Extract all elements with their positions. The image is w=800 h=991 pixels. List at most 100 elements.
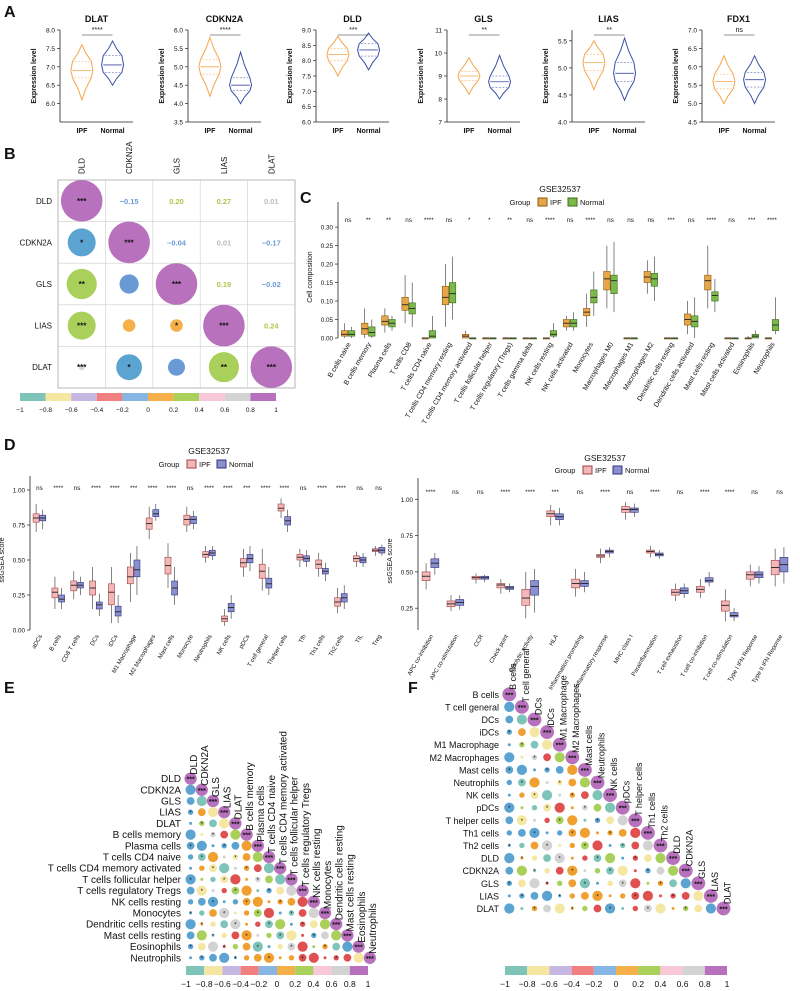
- violin-tick-label: 10: [435, 51, 443, 58]
- heat-star: ***: [593, 781, 601, 788]
- corr-col-label-gls: GLS: [173, 158, 182, 174]
- heat-circle: [529, 827, 540, 839]
- violin-ylabel: Expression level: [159, 48, 166, 103]
- heat-circle: [518, 778, 526, 787]
- heat-circle: [555, 866, 564, 875]
- colorbar-segment: [277, 966, 296, 975]
- heat-diagonal-circle: [363, 951, 376, 964]
- heat-diagonal-circle: [330, 918, 343, 931]
- heat-col-label-dlat: DLAT: [234, 795, 245, 820]
- heat-circle: [263, 952, 275, 963]
- heat-circle: [530, 791, 539, 799]
- heat-circle: [582, 905, 588, 912]
- heat-diagonal-circle: [691, 876, 706, 891]
- heat-circle: [583, 818, 587, 822]
- box-ipf: [603, 271, 611, 291]
- heat-star: *: [324, 945, 327, 951]
- colorbar-segment: [186, 966, 205, 975]
- heat-col-label-gls: GLS: [211, 777, 222, 797]
- legend-label-normal: Normal: [229, 460, 254, 469]
- colorbar-segment: [173, 393, 200, 401]
- heat-circle: [542, 890, 553, 902]
- heat-circle: [632, 905, 638, 912]
- heat-circle: [331, 930, 342, 941]
- heat-star: *: [521, 781, 524, 787]
- heat-circle: [230, 919, 241, 930]
- heat-circle: [567, 815, 578, 826]
- heat-circle: [531, 905, 538, 912]
- heat-star: ***: [187, 777, 195, 784]
- corr-value: 0.01: [264, 197, 279, 206]
- colorbar-tick: −1: [16, 407, 24, 414]
- heat-circle: [309, 920, 318, 929]
- heat-circle: [186, 841, 195, 850]
- heat-row-label-dlat: DLAT: [477, 904, 500, 914]
- heat-star: *: [313, 934, 316, 940]
- box-significance: ns: [776, 489, 783, 496]
- heat-circle: [245, 922, 249, 926]
- heat-circle: [530, 892, 539, 900]
- heat-star: ***: [310, 900, 318, 907]
- box-significance: ****: [650, 489, 660, 496]
- heat-circle: [655, 853, 666, 864]
- heat-circle: [520, 806, 524, 810]
- colorbar-tick: 0.6: [220, 407, 229, 414]
- heat-row-label-nk-cells: NK cells: [466, 791, 500, 801]
- heat-circle: [506, 779, 512, 786]
- heat-star: *: [584, 806, 587, 812]
- box-significance: **: [386, 217, 391, 224]
- colorbar-tick: 0.2: [169, 407, 178, 414]
- violin-title-lias: LIAS: [598, 14, 619, 24]
- box-significance: ****: [110, 485, 120, 492]
- heat-circle: [581, 791, 589, 799]
- heat-star: *: [290, 912, 293, 918]
- heat-col-label-mast-cells: Mast cells: [584, 725, 594, 766]
- heat-circle: [209, 819, 217, 828]
- heat-circle: [568, 778, 577, 787]
- heat-col-label-m1-macrophage: M1 Macrophage: [559, 675, 569, 740]
- heat-circle: [275, 919, 286, 930]
- heat-circle: [222, 945, 226, 949]
- box-category-monocyte: Monocyte: [177, 633, 196, 659]
- heat-star: *: [189, 878, 192, 884]
- colorbar-segment: [224, 393, 251, 401]
- colorbar-segment: [505, 966, 528, 975]
- heat-diagonal-circle: [502, 687, 517, 702]
- heat-circle: [531, 754, 538, 760]
- heat-circle: [186, 886, 195, 895]
- heat-row-label-neutrophils: Neutrophils: [130, 953, 181, 964]
- box-title: GSE32537: [188, 446, 230, 456]
- heat-diagonal-circle: [251, 839, 264, 852]
- violin-category-ipf: IPF: [76, 128, 88, 135]
- heat-circle: [630, 878, 641, 889]
- heat-star: ***: [669, 856, 677, 863]
- heat-circle: [579, 878, 591, 889]
- box-category-thelper-cells: Thelper cells: [267, 634, 289, 666]
- heat-star: *: [546, 768, 549, 774]
- heat-circle: [605, 903, 616, 914]
- colorbar-segment: [71, 393, 97, 401]
- heat-circle: [286, 885, 297, 896]
- box-category-parainflammation: Parainflammation: [631, 634, 660, 677]
- heat-circle: [544, 767, 550, 773]
- violin-category-ipf: IPF: [718, 128, 730, 135]
- violin-category-normal: Normal: [742, 128, 766, 135]
- violin-category-normal: Normal: [487, 128, 511, 135]
- heat-circle: [554, 853, 565, 864]
- heat-col-label-dld: DLD: [189, 755, 200, 775]
- heat-star: ***: [220, 810, 228, 817]
- heat-circle: [289, 922, 293, 926]
- corr-value: −0.17: [262, 238, 281, 247]
- colorbar-tick: 0.2: [289, 979, 301, 989]
- heat-diagonal-circle: [666, 851, 681, 866]
- heat-star: ***: [581, 768, 589, 775]
- heat-circle: [343, 953, 352, 962]
- heat-star: ***: [287, 877, 295, 884]
- box-ipf: [521, 589, 531, 606]
- colorbar-tick: 0: [275, 979, 280, 989]
- colorbar-segment: [45, 393, 72, 401]
- heat-circle: [196, 795, 207, 807]
- heat-circle: [185, 874, 196, 885]
- heat-star: *: [201, 856, 204, 862]
